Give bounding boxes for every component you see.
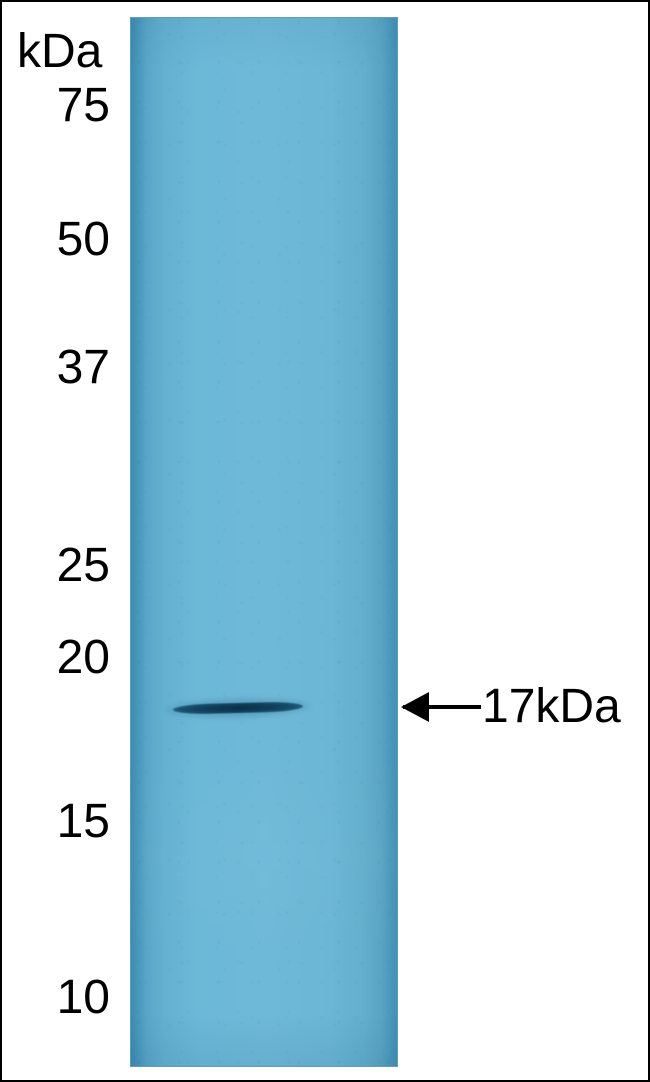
figure-frame: kDa 75 50 37 25 20 15 10 17kDa (0, 0, 650, 1082)
blot-lane (130, 17, 398, 1067)
marker-label-50: 50 (10, 212, 110, 267)
annotation-arrow (403, 705, 481, 709)
axis-unit-header: kDa (17, 24, 102, 79)
band-17kda (173, 701, 303, 714)
marker-label-15: 15 (10, 794, 110, 849)
marker-label-20: 20 (10, 630, 110, 685)
marker-label-25: 25 (10, 538, 110, 593)
annotation-label: 17kDa (482, 679, 621, 734)
marker-label-10: 10 (10, 970, 110, 1025)
marker-label-75: 75 (10, 78, 110, 133)
marker-label-37: 37 (10, 340, 110, 395)
lane-noise (131, 18, 397, 1066)
